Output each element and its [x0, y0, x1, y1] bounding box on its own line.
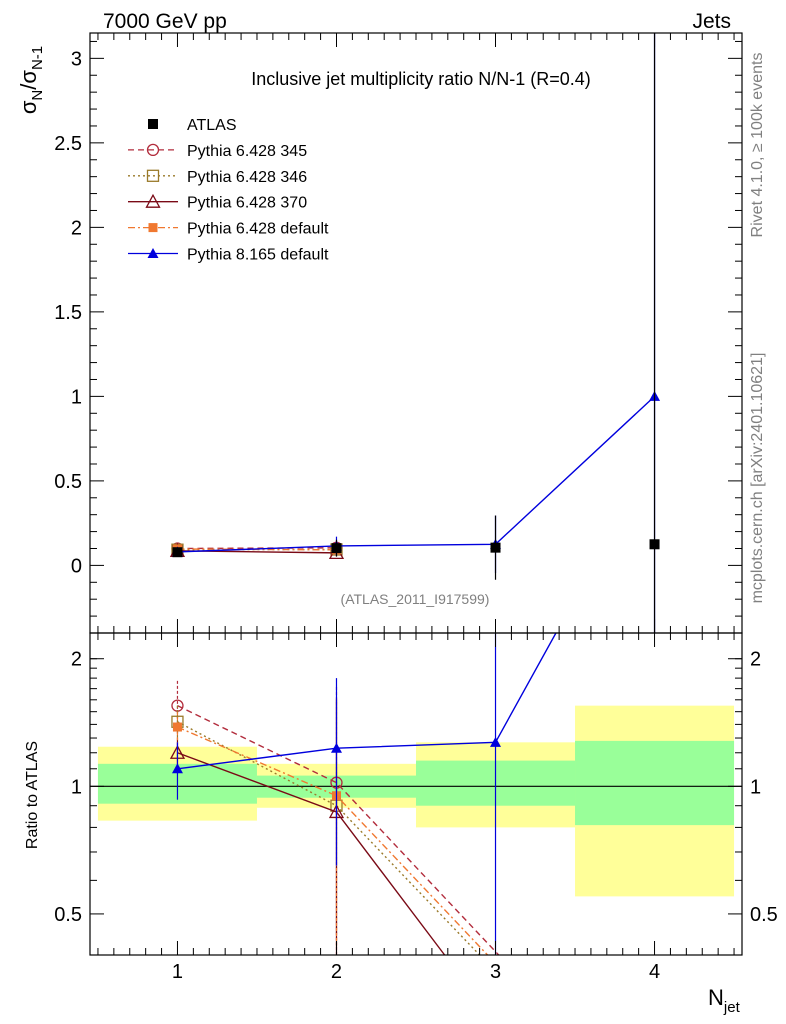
legend-label: Pythia 6.428 default: [187, 221, 329, 238]
legend-marker: [146, 169, 160, 182]
legend-marker: [147, 248, 159, 258]
ratio-y-tick-label-right: 2: [750, 649, 761, 671]
y-tick-label: 0: [71, 555, 82, 577]
ratio-y-tick-label-right: 0.5: [750, 904, 778, 926]
y-tick-label: 2: [71, 217, 82, 239]
atlas-data-point: [331, 543, 342, 554]
legend-marker: [146, 143, 160, 157]
energy-label: 7000 GeV pp: [103, 10, 227, 33]
ratio-point: [171, 763, 183, 774]
ratio-y-tick-label: 2: [71, 649, 82, 671]
series-atlas: [172, 33, 660, 633]
x-tick-label: 1: [172, 961, 183, 983]
legend-label: Pythia 8.165 default: [187, 247, 329, 264]
legend-label: Pythia 6.428 345: [187, 143, 307, 160]
ratio-series-pythia-6-428-370: [169, 699, 446, 956]
ratio-line: [177, 705, 500, 956]
atlas-data-point: [649, 539, 660, 550]
main-panel: 0 0.5 1 1.5 2 2.5 3 Inclusive jet multiplicity…: [54, 32, 743, 634]
analysis-tag: (ATLAS_2011_I917599): [341, 591, 490, 607]
legend-label: Pythia 6.428 346: [187, 169, 307, 186]
legend-label-atlas: ATLAS: [187, 117, 237, 134]
series-pythia-8-165-default: [171, 33, 661, 633]
series-line: [177, 395, 656, 553]
y-tick-label: 0.5: [54, 471, 82, 493]
ratio-point: [172, 722, 182, 732]
rivet-version-label: Rivet 4.1.0, ≥ 100k events: [749, 53, 766, 238]
ratio-line: [177, 632, 557, 770]
uncertainty-band-inner: [575, 740, 735, 826]
ratio-panel: 0.5 1 2 0.5 1 2: [54, 632, 778, 956]
ratio-y-tick-label-right: 1: [750, 776, 761, 798]
ratio-point: [490, 736, 502, 747]
chart-title: Inclusive jet multiplicity ratio N/N-1 (…: [251, 69, 591, 89]
ratio-y-tick-label: 1: [71, 776, 82, 798]
series-line: [177, 547, 337, 550]
ratio-y-axis-label: Ratio to ATLAS: [24, 741, 41, 849]
atlas-data-point: [172, 547, 183, 558]
legend-marker-atlas: [148, 119, 158, 129]
x-tick-label: 2: [331, 961, 342, 983]
ratio-y-tick-label: 0.5: [54, 904, 82, 926]
ratio-point: [330, 742, 342, 753]
mcplots-label: mcplots.cern.ch [arXiv:2401.10621]: [749, 353, 766, 604]
y-tick-label: 1: [71, 386, 82, 408]
legend-marker: [148, 223, 158, 233]
x-axis-label: Njet: [708, 985, 741, 1016]
ratio-series-pythia-8-165-default: [171, 632, 557, 955]
svg-text:σN/σN-1: σN/σN-1: [16, 46, 46, 114]
main-y-axis-label: σN/σN-1: [16, 46, 46, 114]
y-tick-label: 2.5: [54, 133, 82, 155]
atlas-data-point: [490, 542, 501, 553]
category-label: Jets: [692, 10, 731, 33]
y-tick-label: 3: [71, 48, 82, 70]
legend-label: Pythia 6.428 370: [187, 195, 307, 212]
x-tick-label: 3: [490, 961, 501, 983]
x-tick-label: 4: [649, 961, 660, 983]
y-tick-label: 1.5: [54, 302, 82, 324]
legend: ATLAS Pythia 6.428 345 Pythia 6.428 346 Pyt…: [128, 117, 329, 264]
ratio-line: [177, 726, 489, 956]
svg-text:Njet: Njet: [708, 985, 741, 1016]
legend-marker: [145, 193, 161, 208]
